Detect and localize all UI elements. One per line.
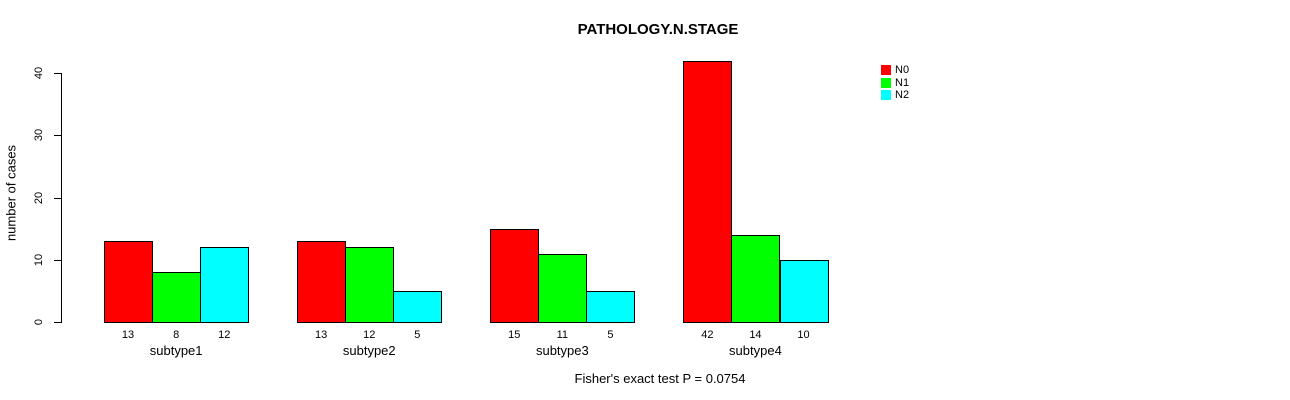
legend-label: N2 bbox=[895, 89, 910, 101]
bar-subtype1-N2 bbox=[200, 247, 250, 323]
bar-value-label: 10 bbox=[797, 329, 810, 341]
bar-subtype2-N1 bbox=[345, 247, 395, 323]
bar-subtype2-N2 bbox=[393, 290, 443, 323]
y-tick bbox=[54, 322, 61, 323]
y-tick-label: 30 bbox=[33, 129, 45, 142]
x-group-label-subtype3: subtype3 bbox=[535, 343, 589, 358]
bar-subtype1-N1 bbox=[152, 272, 202, 323]
bar-subtype2-N0 bbox=[297, 241, 347, 323]
bar-value-label: 14 bbox=[749, 329, 762, 341]
y-tick-label: 10 bbox=[33, 253, 45, 266]
bar-value-label: 12 bbox=[218, 329, 231, 341]
bar-value-label: 5 bbox=[414, 329, 421, 341]
bar-value-label: 8 bbox=[173, 329, 180, 341]
y-tick-label: 0 bbox=[33, 318, 45, 326]
y-tick bbox=[54, 259, 61, 261]
legend-swatch-N1 bbox=[881, 77, 891, 88]
bar-subtype4-N0 bbox=[683, 60, 733, 323]
legend-swatch-N2 bbox=[881, 90, 891, 100]
bar-subtype4-N1 bbox=[731, 234, 781, 323]
bar-value-label: 5 bbox=[607, 329, 614, 341]
y-axis-label: number of cases bbox=[3, 144, 19, 242]
bar-value-label: 13 bbox=[315, 329, 328, 341]
x-group-label-subtype2: subtype2 bbox=[342, 343, 396, 358]
y-axis-line bbox=[61, 73, 62, 323]
bar-subtype1-N0 bbox=[104, 241, 154, 323]
bar-value-label: 42 bbox=[701, 329, 714, 341]
y-tick bbox=[54, 135, 61, 137]
chart-title: PATHOLOGY.N.STAGE bbox=[577, 21, 739, 38]
x-group-label-subtype1: subtype1 bbox=[149, 343, 203, 358]
y-tick bbox=[54, 197, 61, 199]
bar-value-label: 13 bbox=[121, 329, 135, 341]
y-tick-label: 20 bbox=[33, 191, 45, 204]
bar-subtype4-N2 bbox=[779, 259, 829, 323]
legend-label: N1 bbox=[895, 76, 910, 89]
legend-swatch-N0 bbox=[881, 65, 891, 75]
fisher-test-annotation: Fisher's exact test P = 0.0754 bbox=[574, 371, 746, 386]
bar-subtype3-N0 bbox=[490, 228, 540, 323]
y-tick-label: 40 bbox=[33, 66, 45, 80]
bar-subtype3-N1 bbox=[538, 253, 588, 323]
bar-value-label: 12 bbox=[363, 329, 376, 341]
bar-value-label: 11 bbox=[556, 329, 569, 341]
bar-value-label: 15 bbox=[508, 329, 521, 341]
legend-label: N0 bbox=[895, 64, 910, 76]
x-group-label-subtype4: subtype4 bbox=[729, 343, 782, 358]
bar-subtype3-N2 bbox=[586, 290, 636, 323]
y-tick bbox=[54, 73, 61, 74]
